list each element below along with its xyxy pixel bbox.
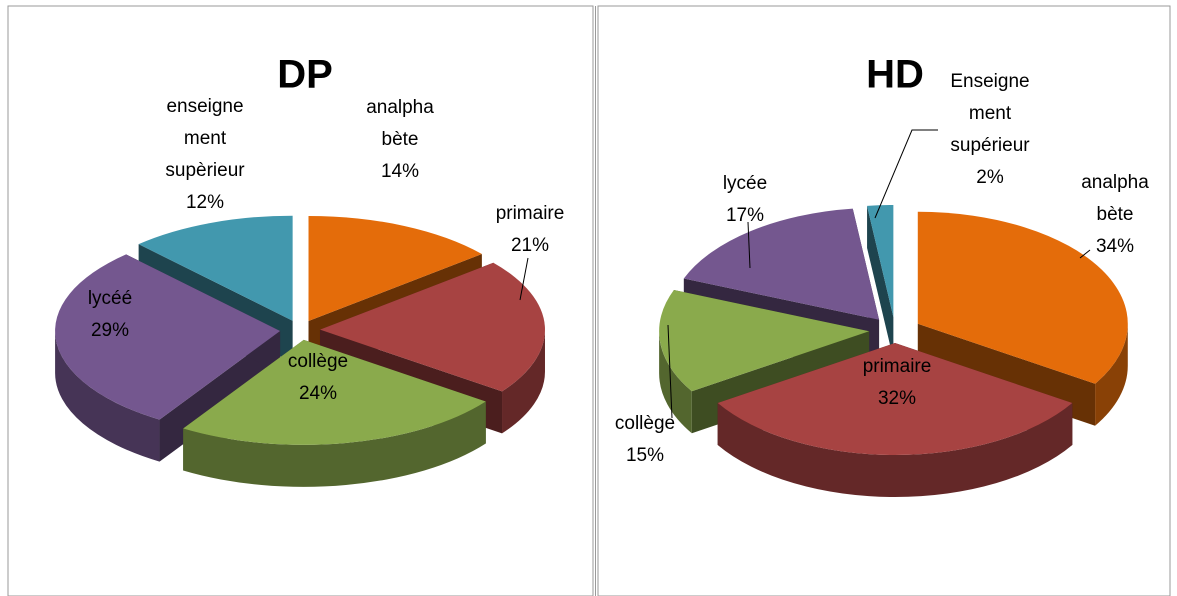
category-label: analphabète bbox=[366, 97, 434, 150]
category-label: Enseignement supérieur bbox=[950, 71, 1030, 156]
data-label: lycéé 29% bbox=[75, 283, 145, 347]
value-label: 29% bbox=[90, 320, 130, 341]
data-label: enseignement supèrieur 12% bbox=[165, 91, 246, 219]
leader-line bbox=[874, 129, 938, 219]
slice-side bbox=[1095, 323, 1128, 426]
category-label: collège bbox=[614, 413, 676, 434]
category-label: analphabète bbox=[1081, 172, 1149, 225]
pie-slice bbox=[308, 215, 482, 321]
slice-side bbox=[55, 330, 160, 462]
pie-slice bbox=[319, 262, 545, 392]
category-label: primaire bbox=[862, 356, 932, 377]
chart-title: DP bbox=[277, 53, 333, 97]
value-label: 2% bbox=[976, 167, 1004, 188]
leader-line bbox=[519, 257, 529, 301]
pie-slice bbox=[55, 254, 281, 420]
value-label: 12% bbox=[185, 192, 225, 213]
leader-line bbox=[667, 324, 673, 419]
chart-title: HD bbox=[866, 53, 924, 97]
panel bbox=[7, 5, 594, 596]
value-label: 32% bbox=[877, 388, 917, 409]
value-label: 34% bbox=[1095, 236, 1135, 257]
pie-slice bbox=[917, 211, 1128, 384]
slice-side bbox=[659, 331, 692, 434]
leader-line bbox=[1079, 249, 1091, 259]
slice-side bbox=[717, 403, 1073, 497]
pie-slice bbox=[183, 339, 486, 445]
category-label: collège bbox=[287, 351, 349, 372]
data-label: collège 15% bbox=[605, 408, 685, 472]
pies bbox=[55, 205, 1128, 497]
data-label: primaire 32% bbox=[852, 351, 942, 415]
data-label: analphabète 34% bbox=[1077, 167, 1153, 263]
leader-line bbox=[747, 221, 751, 269]
pie-slice bbox=[138, 215, 293, 321]
pie-slice bbox=[867, 205, 894, 318]
panel bbox=[597, 5, 1171, 596]
value-label: 24% bbox=[298, 383, 338, 404]
value-label: 17% bbox=[725, 205, 765, 226]
slice-side bbox=[183, 401, 486, 487]
category-label: lycéé bbox=[87, 288, 133, 309]
category-label: primaire bbox=[495, 203, 565, 224]
pie-slice bbox=[683, 208, 880, 320]
data-label: Enseignement supérieur 2% bbox=[948, 66, 1032, 194]
slice-wall bbox=[867, 205, 894, 360]
pie-slice bbox=[659, 289, 870, 392]
data-label: lycée 17% bbox=[710, 168, 780, 232]
category-label: lycée bbox=[722, 173, 768, 194]
pie-slice bbox=[717, 343, 1073, 455]
value-label: 14% bbox=[380, 161, 420, 182]
data-label: analphabète 14% bbox=[362, 92, 438, 188]
value-label: 15% bbox=[625, 445, 665, 466]
category-label: enseignement supèrieur bbox=[165, 96, 245, 181]
slice-side bbox=[502, 329, 545, 434]
data-label: primaire 21% bbox=[485, 198, 575, 262]
value-label: 21% bbox=[510, 235, 550, 256]
data-label: collège 24% bbox=[273, 346, 363, 410]
